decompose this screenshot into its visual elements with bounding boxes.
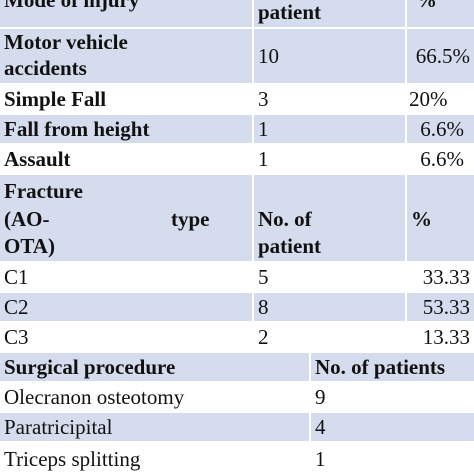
row-label: Fall from height bbox=[4, 117, 150, 141]
header-fracture: Fracture bbox=[4, 179, 83, 203]
column-divider bbox=[309, 353, 311, 474]
row-label: C2 bbox=[4, 295, 29, 319]
row-count: 5 bbox=[258, 265, 269, 289]
table-row: Triceps splitting 1 bbox=[0, 443, 474, 474]
row-label: Triceps splitting bbox=[4, 447, 141, 471]
table-row: C3 2 13.33 bbox=[0, 323, 474, 351]
table-header-row: Surgical procedure No. of patients bbox=[0, 353, 474, 381]
table-header-row: Mode of injury patient % bbox=[0, 0, 474, 27]
row-count: 1 bbox=[258, 117, 269, 141]
column-divider bbox=[252, 0, 254, 353]
table-row: Paratricipital 4 bbox=[0, 413, 474, 441]
row-percent: 33.33 bbox=[422, 265, 470, 289]
table-row: Motor vehicle accidents 10 66.5% bbox=[0, 29, 474, 83]
header-type: type bbox=[171, 207, 210, 231]
header-no-of-patients: No. of patients bbox=[315, 355, 446, 379]
header-patient: patient bbox=[258, 0, 321, 24]
row-percent: 6.6% bbox=[420, 147, 464, 171]
row-label: Assault bbox=[4, 147, 71, 171]
header-ota: OTA) bbox=[4, 234, 55, 258]
row-count: 1 bbox=[258, 147, 269, 171]
header-ao: (AO- bbox=[4, 207, 50, 231]
row-label: C1 bbox=[4, 265, 29, 289]
table-row: Assault 1 6.6% bbox=[0, 145, 474, 173]
header-no-of: No. of bbox=[258, 207, 312, 231]
row-count: 2 bbox=[258, 325, 269, 349]
row-count: 9 bbox=[315, 385, 326, 409]
header-mode-of-injury: Mode of injury bbox=[4, 0, 140, 12]
header-percent: % bbox=[411, 207, 432, 231]
row-count: 3 bbox=[258, 87, 269, 111]
row-label: Simple Fall bbox=[4, 87, 107, 111]
table-row: Fall from height 1 6.6% bbox=[0, 115, 474, 143]
table-row: C2 8 53.33 bbox=[0, 293, 474, 321]
header-surgical-procedure: Surgical procedure bbox=[4, 355, 176, 379]
column-divider bbox=[405, 0, 407, 353]
row-percent: 53.33 bbox=[422, 295, 470, 319]
row-count: 1 bbox=[315, 447, 326, 471]
header-percent: % bbox=[416, 0, 437, 12]
row-percent: 6.6% bbox=[420, 117, 464, 141]
row-label: accidents bbox=[4, 56, 87, 80]
row-percent: 13.33 bbox=[422, 325, 470, 349]
row-label: Olecranon osteotomy bbox=[4, 385, 185, 409]
row-label: Paratricipital bbox=[4, 415, 113, 439]
row-count: 10 bbox=[258, 44, 279, 68]
table-row: C1 5 33.33 bbox=[0, 263, 474, 291]
row-count: 4 bbox=[315, 415, 326, 439]
header-patient: patient bbox=[258, 234, 321, 258]
table-row: Simple Fall 3 20% bbox=[0, 85, 474, 113]
row-label: C3 bbox=[4, 325, 29, 349]
row-percent: 20% bbox=[409, 87, 448, 111]
row-count: 8 bbox=[258, 295, 269, 319]
table-row: Olecranon osteotomy 9 bbox=[0, 383, 474, 411]
row-label: Motor vehicle bbox=[4, 30, 128, 54]
table-header-row: Fracture (AO- type OTA) No. of patient % bbox=[0, 175, 474, 261]
row-percent: 66.5% bbox=[415, 44, 470, 68]
